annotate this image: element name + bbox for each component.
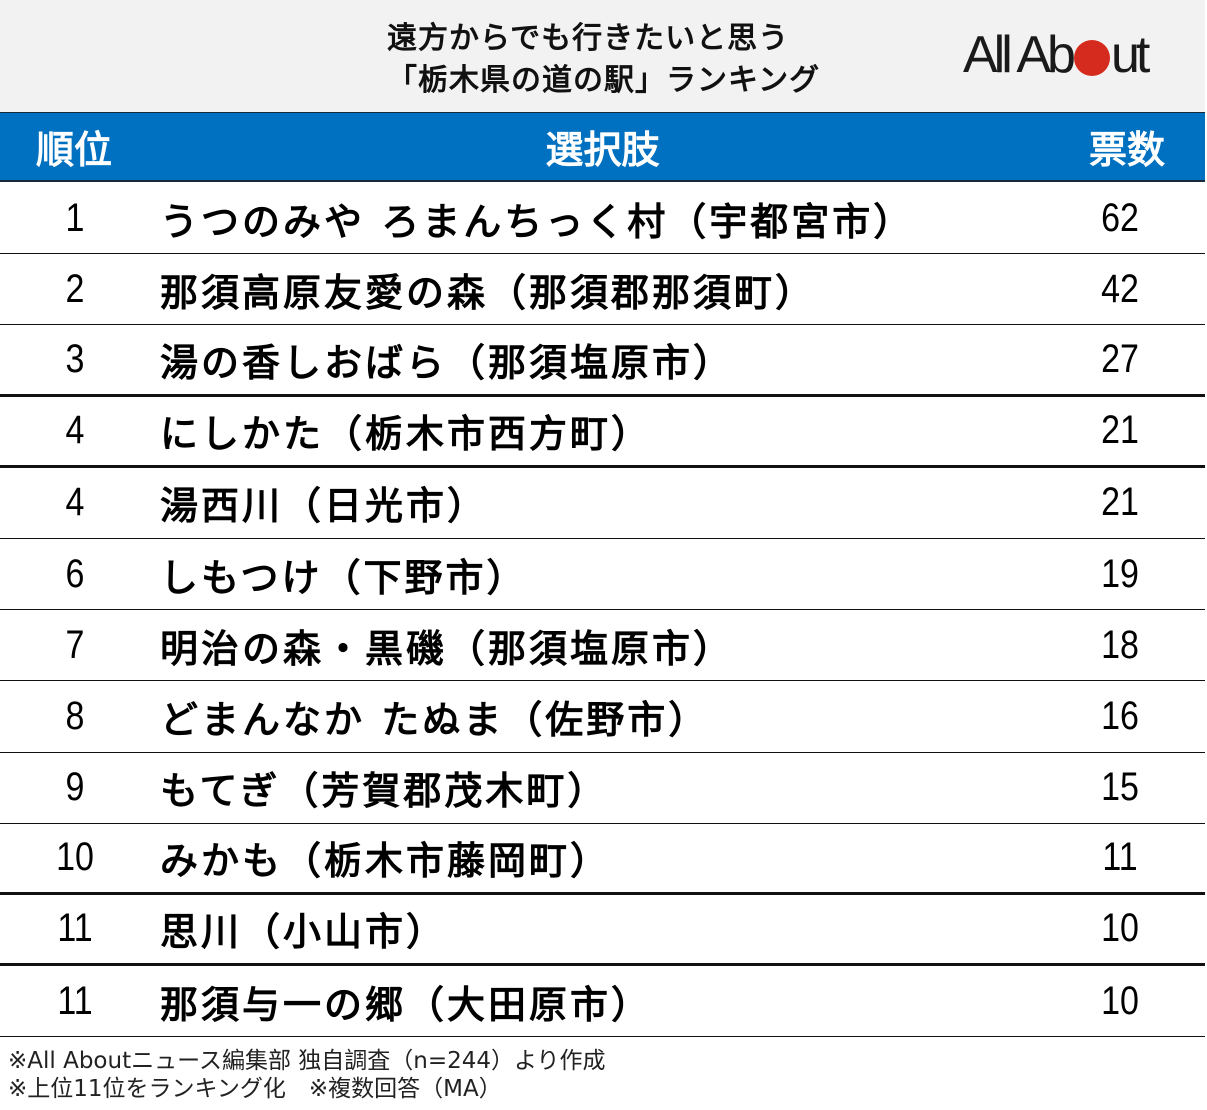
name-cell: うつのみや ろまんちっく村（宇都宮市） [160, 199, 915, 244]
table-header: 選択肢 順位 票数 [0, 112, 1205, 182]
name-cell: にしかた（栃木市西方町） [160, 412, 653, 457]
votes-cell: 11 [1102, 835, 1138, 880]
name-cell: 明治の森・黒磯（那須塩原市） [160, 626, 735, 671]
logo-text-start: All Ab [963, 26, 1076, 84]
table-row: 3 湯の香しおばら（那須塩原市） 27 [0, 325, 1205, 397]
footnote-source: ※All Aboutニュース編集部 独自調査（n=244）より作成 [8, 1048, 606, 1074]
votes-cell: 10 [1101, 978, 1139, 1023]
rank-cell: 2 [65, 266, 85, 311]
table-row: 10 みかも（栃木市藤岡町） 11 [0, 824, 1205, 895]
votes-cell: 19 [1101, 551, 1139, 596]
name-cell: 那須高原友愛の森（那須郡那須町） [160, 270, 817, 315]
table-row: 11 思川（小山市） 10 [0, 895, 1205, 967]
table-row: 2 那須高原友愛の森（那須郡那須町） 42 [0, 254, 1205, 326]
table-row: 11 那須与一の郷（大田原市） 10 [0, 966, 1205, 1038]
table-row: 9 もてぎ（芳賀郡茂木町） 15 [0, 753, 1205, 824]
name-cell: 那須与一の郷（大田原市） [160, 982, 653, 1027]
votes-cell: 21 [1101, 408, 1139, 453]
table-row: 7 明治の森・黒磯（那須塩原市） 18 [0, 610, 1205, 682]
table-row: 8 どまんなか たぬま（佐野市） 16 [0, 681, 1205, 753]
chart-title: 遠方からでも行きたいと思う 「栃木県の道の駅」ランキング [387, 18, 820, 102]
name-cell: もてぎ（芳賀郡茂木町） [160, 769, 609, 814]
name-cell: 湯西川（日光市） [160, 484, 489, 529]
votes-cell: 21 [1101, 480, 1139, 525]
votes-cell: 27 [1101, 336, 1139, 381]
rank-cell: 4 [65, 408, 85, 453]
table-row: 1 うつのみや ろまんちっく村（宇都宮市） 62 [0, 183, 1205, 255]
votes-cell: 62 [1101, 195, 1139, 240]
rank-cell: 3 [65, 336, 85, 381]
name-cell: みかも（栃木市藤岡町） [160, 839, 612, 884]
rank-cell: 7 [65, 622, 85, 667]
rank-cell: 4 [65, 480, 85, 525]
name-cell: しもつけ（下野市） [160, 555, 528, 600]
logo-red-dot-icon [1073, 40, 1110, 76]
rank-cell: 8 [65, 693, 85, 738]
rank-cell: 9 [65, 765, 85, 810]
column-header-votes: 票数 [1089, 128, 1166, 172]
table-row: 4 湯西川（日光市） 21 [0, 468, 1205, 539]
column-header-rank: 順位 [36, 128, 113, 172]
title-line-2: 「栃木県の道の駅」ランキング [387, 63, 821, 98]
votes-cell: 18 [1101, 622, 1139, 667]
footnotes: ※All Aboutニュース編集部 独自調査（n=244）より作成 ※上位11位… [8, 1047, 606, 1103]
rank-cell: 1 [65, 195, 85, 240]
all-about-logo: All Ab ut [963, 26, 1150, 84]
logo-text-end: ut [1110, 26, 1150, 84]
footnote-method: ※上位11位をランキング化 ※複数回答（MA） [8, 1076, 502, 1102]
rank-cell: 10 [56, 835, 94, 880]
votes-cell: 42 [1101, 266, 1139, 311]
votes-cell: 16 [1101, 693, 1139, 738]
rank-cell: 6 [65, 551, 85, 596]
rank-cell: 11 [57, 978, 93, 1023]
name-cell: どまんなか たぬま（佐野市） [160, 697, 710, 742]
column-header-name: 選択肢 [545, 128, 660, 172]
title-area: 遠方からでも行きたいと思う 「栃木県の道の駅」ランキング All Ab ut [0, 0, 1205, 112]
votes-cell: 10 [1101, 906, 1139, 951]
title-line-1: 遠方からでも行きたいと思う [387, 21, 790, 56]
votes-cell: 15 [1101, 765, 1139, 810]
table-row: 6 しもつけ（下野市） 19 [0, 539, 1205, 611]
table-row: 4 にしかた（栃木市西方町） 21 [0, 397, 1205, 468]
ranking-table-body: 1 うつのみや ろまんちっく村（宇都宮市） 62 2 那須高原友愛の森（那須郡那… [0, 183, 1205, 1038]
name-cell: 湯の香しおばら（那須塩原市） [160, 340, 735, 385]
rank-cell: 11 [57, 906, 93, 951]
name-cell: 思川（小山市） [160, 910, 448, 955]
